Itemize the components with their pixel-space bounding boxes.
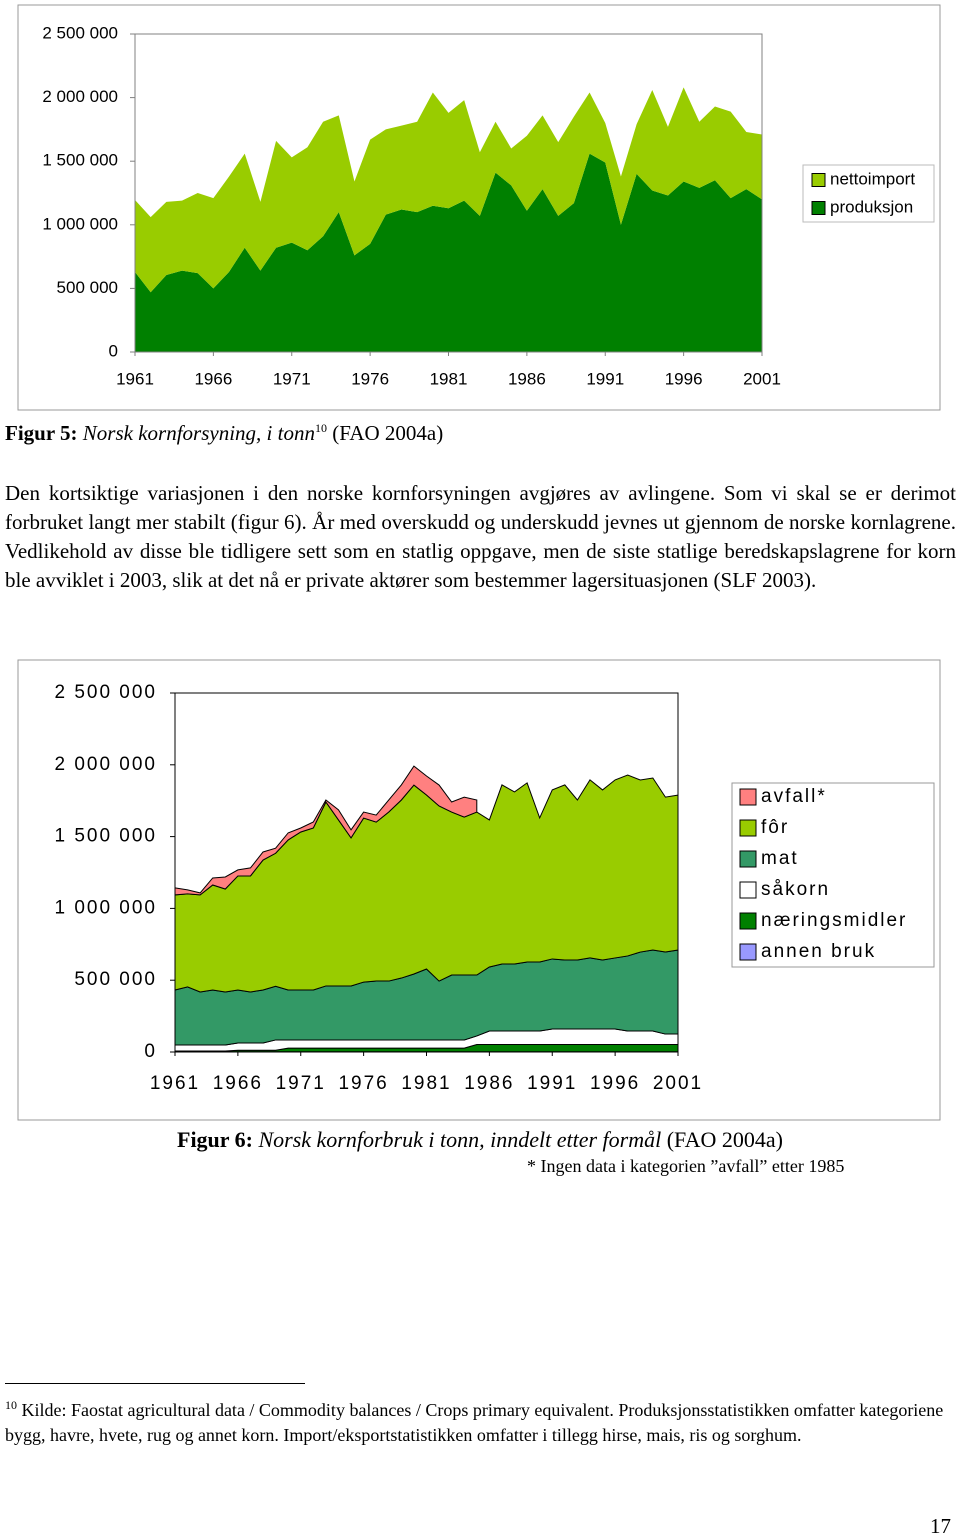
page-number: 17: [930, 1514, 951, 1539]
y-tick-label: 2 500 000: [54, 682, 157, 703]
x-tick-label: 1976: [351, 369, 389, 388]
caption-source: (FAO 2004a): [667, 1127, 783, 1152]
x-tick-label: 2001: [653, 1073, 703, 1094]
footnote-text: Kilde: Faostat agricultural data / Commo…: [5, 1400, 943, 1445]
legend-swatch: [740, 913, 756, 929]
x-tick-label: 1971: [273, 369, 311, 388]
figure-caption: Figur 5: Norsk kornforsyning, i tonn10 (…: [5, 421, 443, 446]
legend-label: såkorn: [761, 879, 830, 900]
legend-box: [732, 783, 934, 967]
legend-label: produksjon: [830, 197, 913, 216]
y-tick-label: 0: [144, 1041, 157, 1062]
y-tick-label: 1 000 000: [42, 214, 118, 233]
y-tick-label: 1 500 000: [42, 151, 118, 170]
x-tick-label: 1986: [464, 1073, 514, 1094]
y-tick-label: 2 500 000: [42, 23, 118, 42]
y-tick-label: 1 500 000: [54, 826, 157, 847]
legend-label: avfall*: [761, 786, 827, 807]
legend-swatch: [812, 202, 825, 215]
figure-caption: Figur 6: Norsk kornforbruk i tonn, innde…: [0, 1127, 960, 1153]
y-tick-label: 0: [109, 341, 118, 360]
legend-label: mat: [761, 848, 799, 869]
y-tick-label: 500 000: [74, 969, 157, 990]
x-tick-label: 1986: [508, 369, 546, 388]
caption-title: Norsk kornforsyning, i tonn: [83, 421, 315, 445]
caption-title: Norsk kornforbruk i tonn, inndelt etter …: [258, 1127, 661, 1152]
paragraph: Den kortsiktige variasjonen i den norske…: [5, 479, 956, 595]
x-tick-label: 1971: [276, 1073, 326, 1094]
x-tick-label: 1996: [665, 369, 703, 388]
x-tick-label: 1961: [116, 369, 154, 388]
legend-swatch: [740, 851, 756, 867]
x-tick-label: 2001: [743, 369, 781, 388]
legend-swatch: [740, 944, 756, 960]
legend-swatch: [740, 789, 756, 805]
x-tick-label: 1996: [590, 1073, 640, 1094]
legend-swatch: [740, 820, 756, 836]
footnote: 10 Kilde: Faostat agricultural data / Co…: [5, 1393, 950, 1448]
y-tick-label: 2 000 000: [54, 754, 157, 775]
x-tick-label: 1981: [401, 1073, 451, 1094]
x-tick-label: 1976: [338, 1073, 388, 1094]
x-tick-label: 1981: [430, 369, 468, 388]
x-tick-label: 1966: [213, 1073, 263, 1094]
y-tick-label: 1 000 000: [54, 897, 157, 918]
legend-label: nettoimport: [830, 169, 915, 188]
footnote-marker: 10: [5, 1398, 17, 1412]
legend-swatch: [740, 882, 756, 898]
footnote-rule: [5, 1383, 305, 1384]
x-tick-label: 1991: [527, 1073, 577, 1094]
caption-label: Figur 5:: [5, 421, 78, 445]
footnote-ref: 10: [315, 421, 327, 435]
y-tick-label: 2 000 000: [42, 87, 118, 106]
legend-label: næringsmidler: [761, 910, 907, 931]
y-tick-label: 500 000: [57, 278, 118, 297]
figure-note: * Ingen data i kategorien ”avfall” etter…: [527, 1156, 844, 1177]
x-tick-label: 1966: [194, 369, 232, 388]
x-tick-label: 1961: [150, 1073, 200, 1094]
caption-source: (FAO 2004a): [332, 421, 443, 445]
legend-swatch: [812, 174, 825, 187]
x-tick-label: 1991: [586, 369, 624, 388]
legend-label: annen bruk: [761, 941, 876, 962]
caption-label: Figur 6:: [177, 1127, 253, 1152]
legend-label: fôr: [761, 817, 789, 838]
